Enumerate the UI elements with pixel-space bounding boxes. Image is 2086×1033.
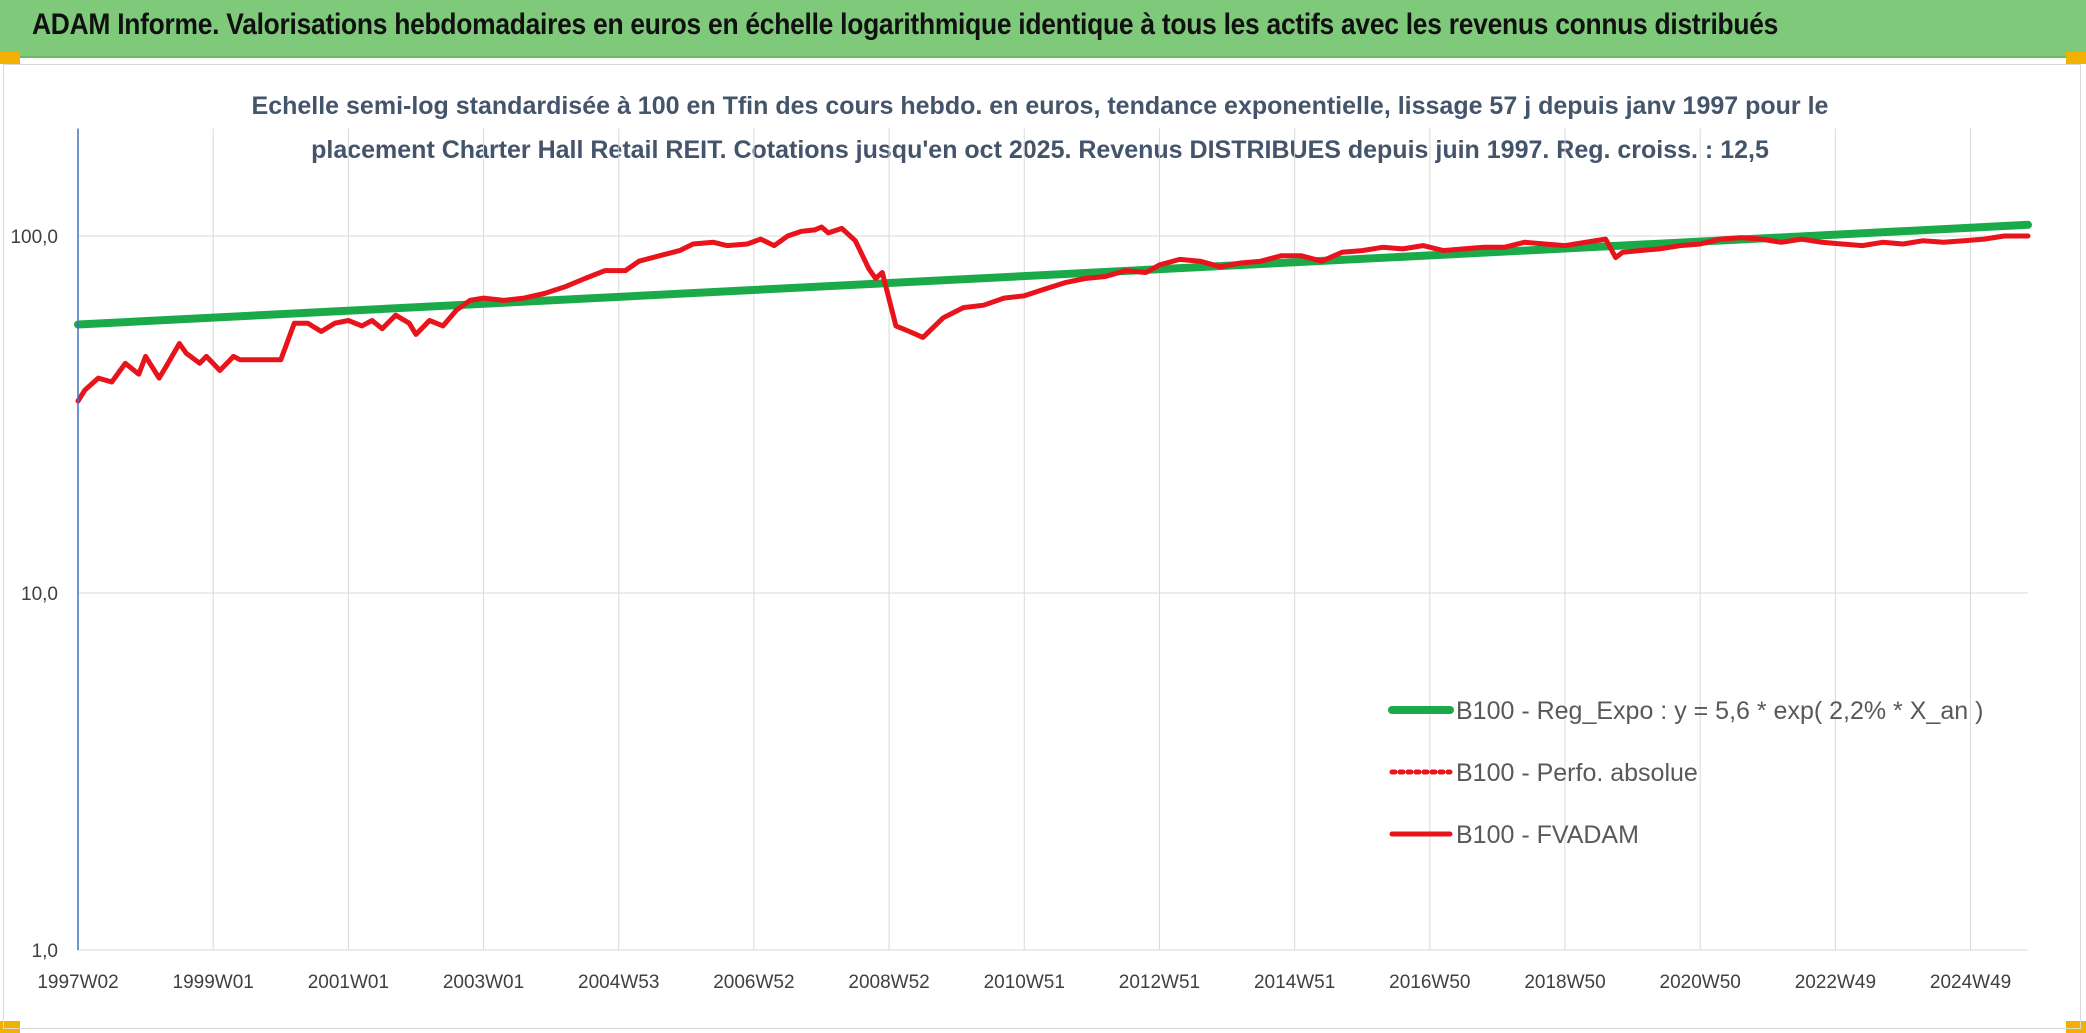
legend-label: B100 - FVADAM	[1456, 821, 1639, 849]
corner-accent-top-left	[0, 52, 20, 64]
corner-accent-bottom-right	[2066, 1021, 2086, 1033]
x-tick-label: 2001W01	[308, 972, 389, 993]
corner-accent-bottom-left	[0, 1021, 20, 1033]
y-tick-label: 10,0	[21, 584, 58, 605]
corner-accent-top-right	[2066, 52, 2086, 64]
x-tick-label: 2008W52	[848, 972, 929, 993]
report-banner: ADAM Informe. Valorisations hebdomadaire…	[0, 0, 2086, 58]
chart-title-line-1: Echelle semi-log standardisée à 100 en T…	[252, 92, 1829, 120]
legend-label: B100 - Reg_Expo : y = 5,6 * exp( 2,2% * …	[1456, 697, 1983, 725]
y-tick-label: 100,0	[10, 227, 58, 248]
x-tick-label: 2012W51	[1119, 972, 1200, 993]
x-tick-label: 2020W50	[1660, 972, 1741, 993]
y-tick-label: 1,0	[32, 941, 58, 962]
fvadam-series-line	[75, 224, 2031, 404]
x-tick-label: 1997W02	[37, 972, 118, 993]
x-tick-label: 2010W51	[984, 972, 1065, 993]
x-tick-label: 2022W49	[1795, 972, 1876, 993]
x-tick-label: 1999W01	[173, 972, 254, 993]
x-tick-label: 2018W50	[1524, 972, 1605, 993]
x-tick-label: 2003W01	[443, 972, 524, 993]
x-tick-label: 2016W50	[1389, 972, 1470, 993]
x-tick-label: 2024W49	[1930, 972, 2011, 993]
chart-frame	[3, 64, 2081, 1029]
report-title: ADAM Informe. Valorisations hebdomadaire…	[32, 8, 1779, 41]
chart-title-line-2: placement Charter Hall Retail REIT. Cota…	[311, 136, 1769, 164]
x-tick-label: 2006W52	[713, 972, 794, 993]
legend-label: B100 - Perfo. absolue	[1456, 759, 1698, 787]
x-tick-label: 2004W53	[578, 972, 659, 993]
x-tick-label: 2014W51	[1254, 972, 1335, 993]
